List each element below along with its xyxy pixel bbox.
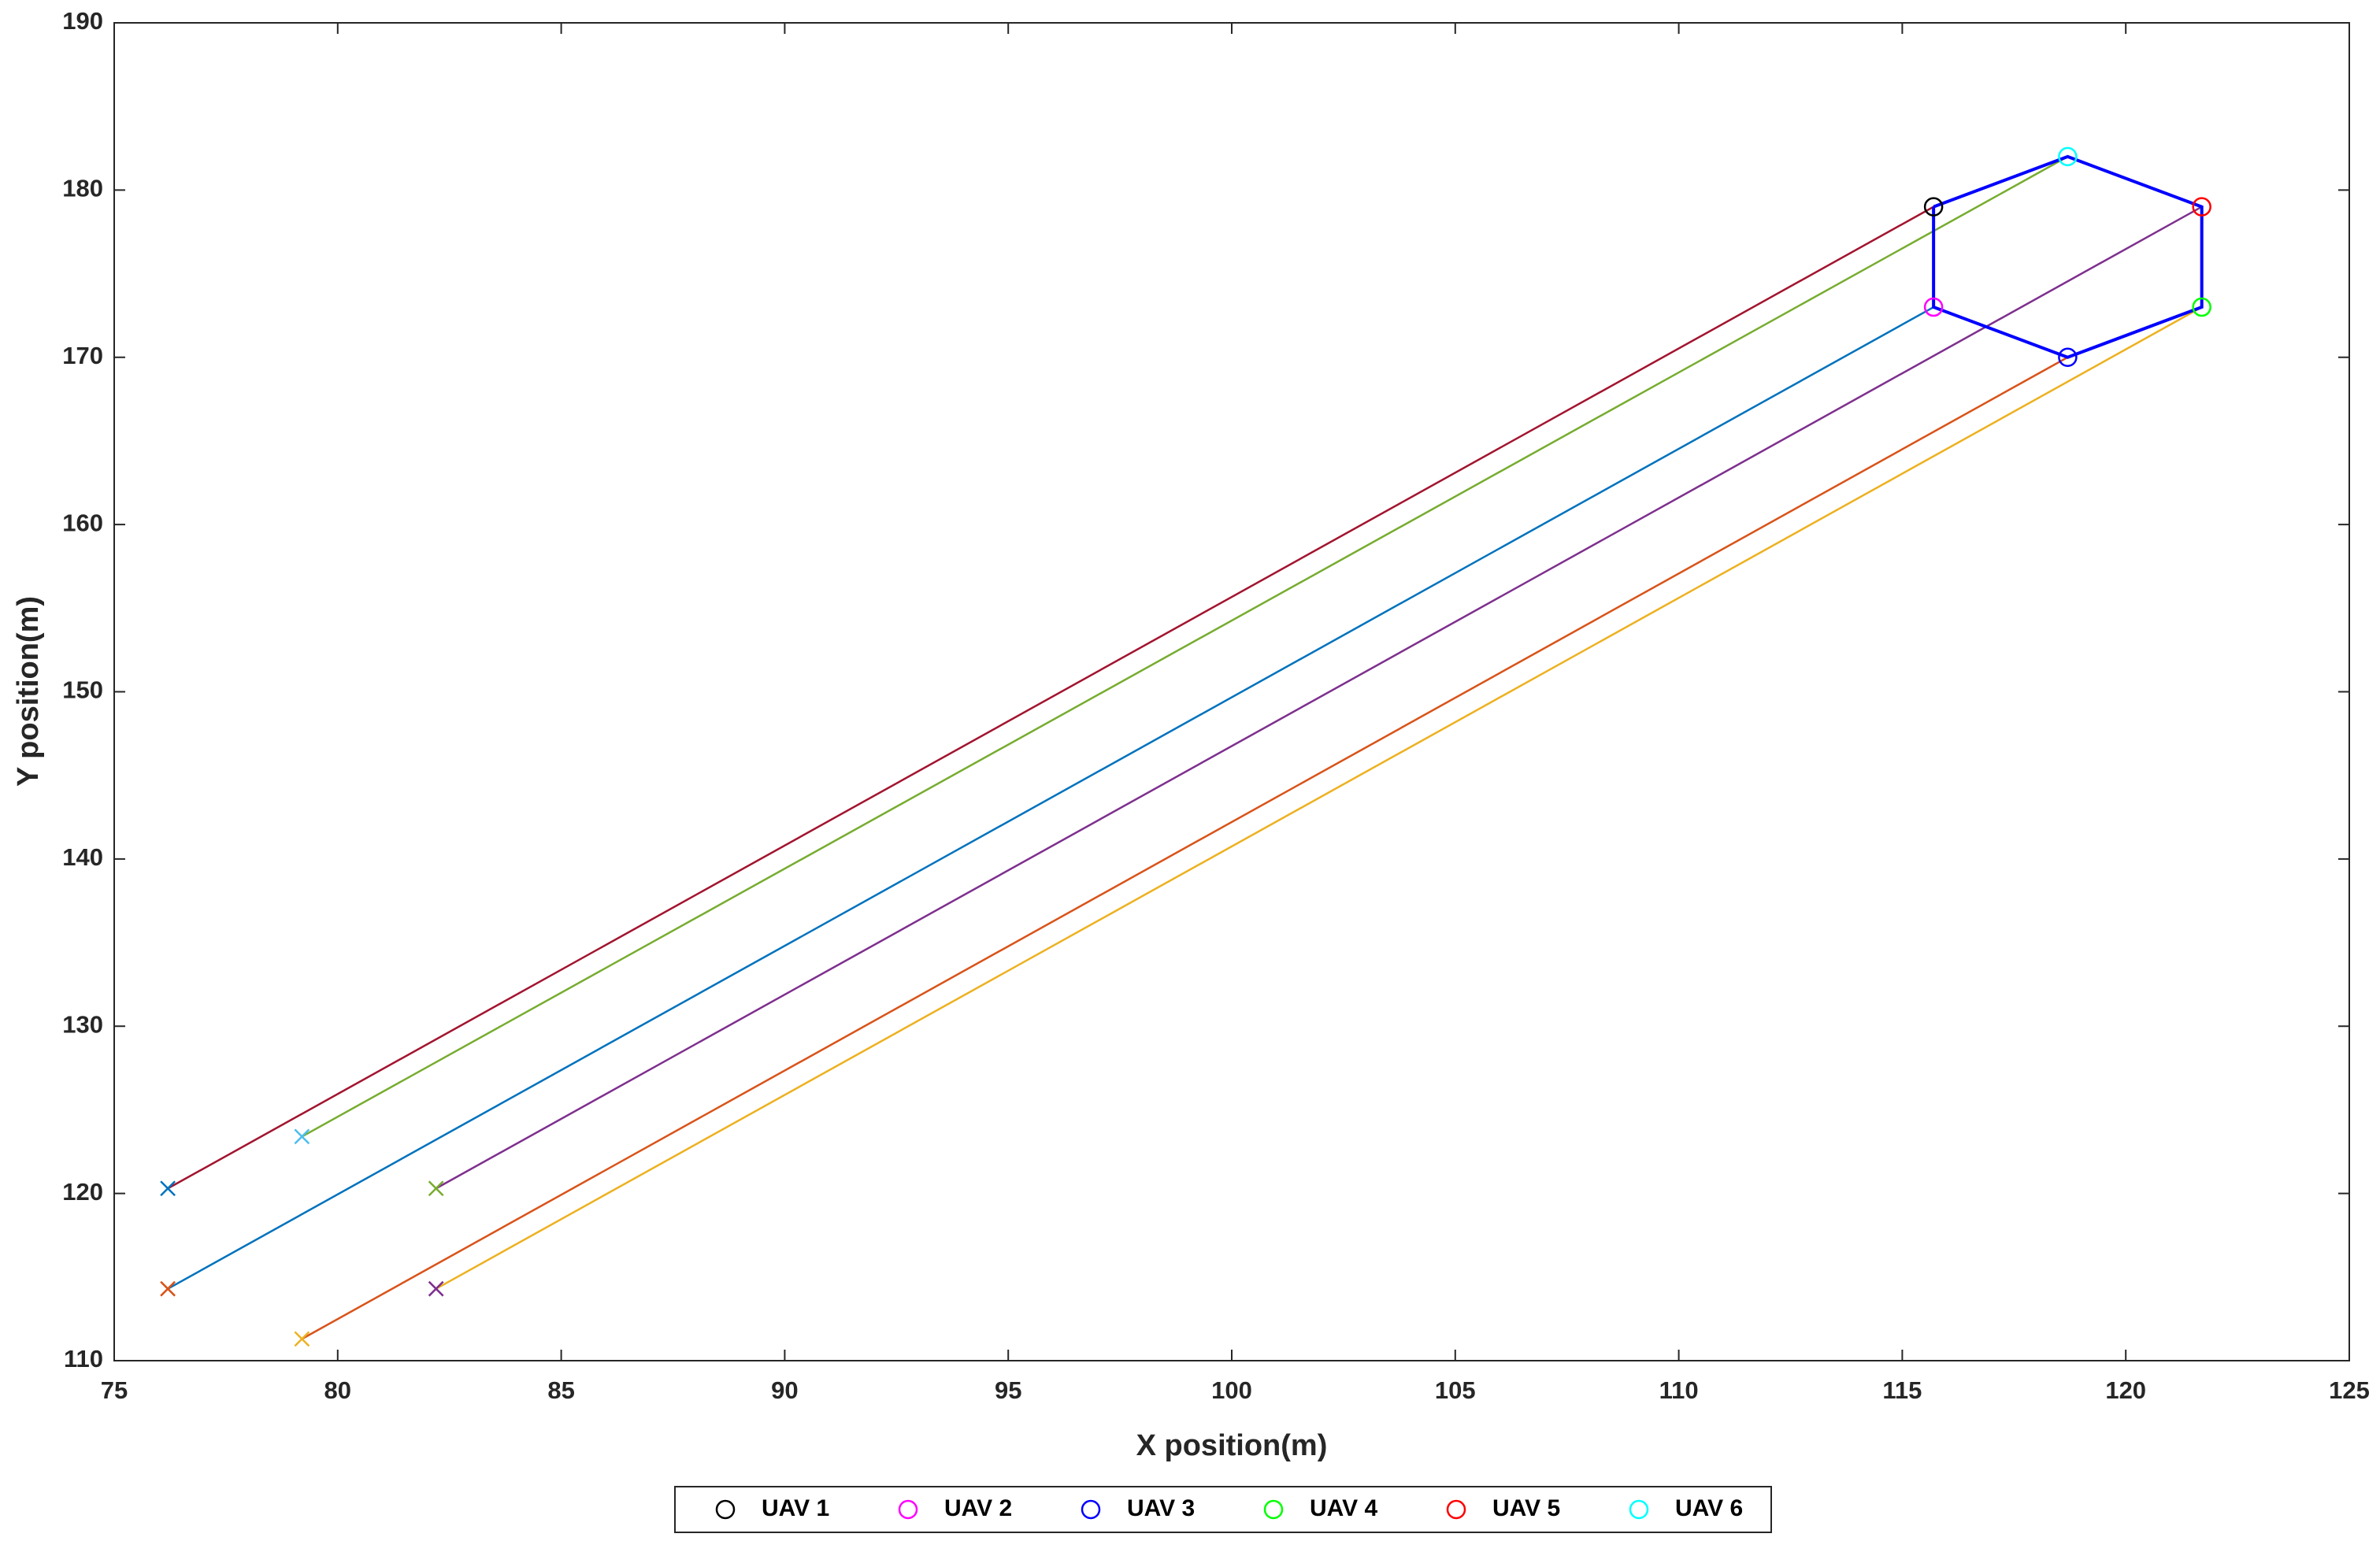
trajectory-line — [301, 155, 2069, 1138]
legend-label: UAV 6 — [1675, 1495, 1743, 1521]
x-tick-label: 115 — [1882, 1376, 1922, 1404]
trajectory-line — [167, 306, 1934, 1290]
formation-outline — [1932, 154, 2204, 359]
x-tick-label: 75 — [101, 1376, 128, 1404]
start-marker — [294, 1128, 310, 1145]
end-marker — [1923, 197, 1944, 217]
end-marker — [2192, 197, 2211, 217]
x-tick-label: 120 — [2105, 1376, 2146, 1404]
trajectory-line — [436, 206, 2203, 1190]
x-tick-label: 90 — [771, 1376, 798, 1404]
start-marker — [294, 1331, 310, 1347]
y-axis-label: Y position(m) — [12, 596, 45, 787]
legend-label: UAV 2 — [944, 1495, 1012, 1521]
y-tick-label: 180 — [62, 175, 103, 202]
y-tick-label: 190 — [62, 7, 103, 35]
start-marker — [428, 1280, 444, 1297]
x-tick-label: 85 — [547, 1376, 574, 1404]
start-marker — [428, 1180, 444, 1197]
x-tick-label: 110 — [1659, 1376, 1699, 1404]
legend-box — [674, 1486, 1772, 1533]
y-tick-label: 120 — [62, 1178, 103, 1206]
legend: UAV 1 UAV 2 UAV 3 UAV 4 UAV 5 UAV 6 — [674, 1486, 1772, 1533]
legend-marker — [1263, 1499, 1284, 1520]
end-marker — [2058, 347, 2078, 367]
plot-frame — [113, 22, 2350, 1361]
trajectory-line — [436, 306, 2203, 1290]
end-marker — [1923, 297, 1944, 317]
trajectory-line — [301, 356, 2069, 1340]
y-tick-label: 110 — [64, 1345, 103, 1372]
trajectory-line — [167, 206, 1934, 1190]
x-tick-label: 125 — [2329, 1376, 2370, 1404]
end-marker — [2058, 146, 2078, 167]
y-tick-label: 160 — [62, 509, 103, 536]
legend-label: UAV 4 — [1310, 1495, 1377, 1521]
y-tick-label: 150 — [62, 676, 103, 704]
legend-marker — [1629, 1499, 1649, 1520]
x-tick-label: 95 — [995, 1376, 1021, 1404]
legend-label: UAV 1 — [762, 1495, 829, 1521]
y-tick-label: 170 — [62, 342, 103, 369]
legend-marker — [1081, 1499, 1101, 1520]
end-marker — [2192, 297, 2211, 317]
start-marker — [160, 1180, 176, 1197]
x-tick-label: 80 — [324, 1376, 351, 1404]
legend-label: UAV 5 — [1492, 1495, 1560, 1521]
x-axis-label: X position(m) — [1136, 1429, 1328, 1462]
start-marker — [160, 1280, 176, 1297]
y-tick-label: 140 — [62, 843, 103, 871]
legend-marker — [715, 1499, 736, 1520]
legend-marker — [898, 1499, 918, 1520]
legend-marker — [1446, 1499, 1466, 1520]
x-tick-label: 105 — [1435, 1376, 1476, 1404]
y-tick-label: 130 — [62, 1010, 103, 1038]
x-tick-label: 100 — [1211, 1376, 1252, 1404]
legend-label: UAV 3 — [1127, 1495, 1195, 1521]
